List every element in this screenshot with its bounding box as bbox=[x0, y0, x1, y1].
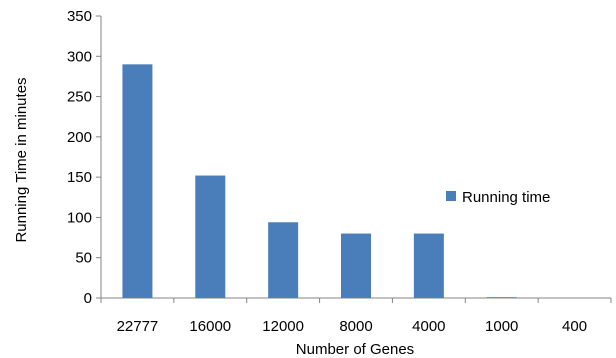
x-axis: 22777 16000 12000 8000 4000 1000 400 bbox=[100, 297, 612, 335]
x-tick-label: 16000 bbox=[189, 318, 231, 335]
bar-22777 bbox=[122, 64, 153, 298]
bar-1000 bbox=[486, 297, 517, 298]
bar-12000 bbox=[268, 222, 299, 298]
bar-4000 bbox=[413, 233, 444, 298]
y-tick-label: 250 bbox=[67, 89, 92, 106]
legend-swatch bbox=[446, 191, 456, 201]
y-tick-label: 300 bbox=[67, 48, 92, 65]
y-axis: 0 50 100 150 200 250 300 350 bbox=[67, 8, 102, 307]
y-tick-label: 200 bbox=[67, 129, 92, 146]
bar-16000 bbox=[195, 175, 226, 298]
x-tick-label: 1000 bbox=[485, 318, 518, 335]
y-tick-label: 350 bbox=[67, 8, 92, 25]
y-tick-label: 150 bbox=[67, 169, 92, 186]
y-axis-title: Running Time in minutes bbox=[13, 77, 30, 242]
x-tick-label: 12000 bbox=[262, 318, 304, 335]
y-tick-label: 50 bbox=[75, 250, 92, 267]
bars bbox=[122, 64, 517, 298]
legend: Running time bbox=[446, 189, 550, 206]
x-axis-title: Number of Genes bbox=[296, 341, 414, 358]
x-tick-label: 4000 bbox=[412, 318, 445, 335]
x-tick-label: 400 bbox=[562, 318, 587, 335]
bar-8000 bbox=[341, 233, 371, 298]
y-tick-label: 0 bbox=[84, 290, 92, 307]
x-tick-label: 8000 bbox=[339, 318, 372, 335]
legend-label-running-time: Running time bbox=[462, 189, 550, 206]
x-tick-label: 22777 bbox=[117, 318, 159, 335]
y-tick-label: 100 bbox=[67, 209, 92, 226]
